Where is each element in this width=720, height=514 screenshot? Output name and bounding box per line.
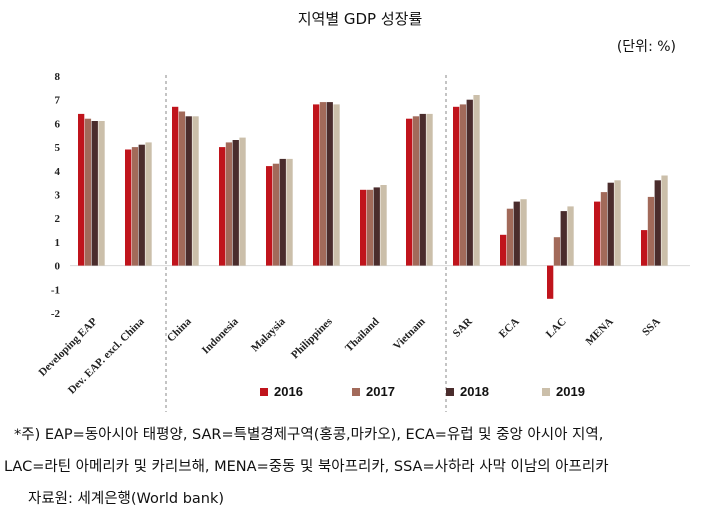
source-note: 자료원: 세계은행(World bank) [28,491,225,507]
bar-2018-eca [513,201,520,266]
y-tick-label: 4 [55,166,61,178]
bar-2016-eca [500,234,507,266]
bar-2018-china [185,116,192,266]
bar-2016-thailand [360,189,367,266]
y-tick-label: 8 [55,71,61,83]
legend-label: 2018 [460,384,489,399]
legend-swatch [542,387,550,396]
bar-2018-vietnam [419,113,426,266]
bar-2018-thailand [373,187,380,266]
legend-item-2019: 2019 [542,384,585,399]
bar-2018-lac [560,211,567,266]
x-tick-label: LAC [544,316,569,341]
x-tick-label: MENA [583,316,615,348]
bar-2016-philippines [313,104,320,266]
legend-label: 2016 [274,384,303,399]
bar-2019-sar [473,95,480,266]
chart-title: 지역별 GDP 성장률 [297,10,423,28]
legend-item-2017: 2017 [352,384,395,399]
y-tick-label: 7 [55,95,61,107]
x-tick-label: SSA [640,316,663,339]
bar-2017-sar [459,104,467,266]
bar-2018-indonesia [232,140,239,266]
bar-2016-china [172,106,179,266]
legend-swatch [446,387,454,396]
y-tick-label: -2 [51,308,61,320]
bar-2016-lac [547,265,554,299]
footnote-line-1: *주) EAP=동아시아 태평양, SAR=특별경제구역(홍콩,마카오), EC… [14,427,604,443]
bar-2016-mena [594,201,601,266]
bar-2019-eca [520,199,527,266]
bar-2018-ssa [654,180,661,266]
bar-2016-sar [453,106,460,266]
bar-2017-malaysia [272,163,280,266]
bar-2018-dev-eap-excl-china [138,144,145,266]
bar-2016-developing-eap [78,113,85,266]
legend-swatch [260,387,268,396]
bar-2018-malaysia [279,158,286,266]
y-tick-label: 3 [55,190,61,202]
x-tick-label: SAR [451,315,476,340]
bar-2017-indonesia [225,142,233,266]
y-tick-label: 0 [55,261,61,273]
bar-2019-lac [567,206,574,266]
bar-2016-vietnam [406,118,413,266]
bar-2018-mena [607,182,614,266]
legend-label: 2017 [366,384,395,399]
x-tick-label: Indonesia [200,315,241,356]
bar-2018-philippines [326,102,333,266]
bar-2017-ssa [647,196,655,266]
bar-2018-sar [466,99,473,266]
bar-2019-malaysia [286,158,293,266]
bar-2019-dev-eap-excl-china [145,142,152,266]
y-tick-label: 5 [55,142,61,154]
bar-2019-ssa [661,175,668,266]
bar-2016-ssa [641,230,648,266]
bar-2019-vietnam [426,113,433,266]
bar-2019-china [192,116,199,266]
bar-2017-thailand [366,189,374,266]
bar-2017-dev-eap-excl-china [131,147,139,266]
x-tick-label: Philippines [289,315,335,361]
bar-2019-mena [614,180,621,266]
chart-legend: 2016 2017 2018 2019 [260,384,700,402]
legend-label: 2019 [556,384,585,399]
x-tick-label: Malaysia [249,315,288,354]
bar-2017-eca [506,208,514,266]
y-tick-label: 6 [55,118,61,130]
bar-2017-mena [600,192,608,266]
y-tick-label: -1 [51,284,60,296]
bar-2017-developing-eap [84,118,92,266]
x-tick-label: Thailand [343,316,382,355]
bar-2018-developing-eap [91,121,98,266]
x-tick-label: ECA [497,316,522,341]
bar-2017-vietnam [412,116,420,266]
y-tick-label: 1 [55,237,61,249]
legend-item-2018: 2018 [446,384,489,399]
legend-swatch [352,387,360,396]
x-tick-label: China [165,315,194,344]
legend-item-2016: 2016 [260,384,303,399]
bar-2017-philippines [319,102,327,266]
bar-2017-lac [553,237,561,266]
bar-2019-thailand [380,185,387,266]
unit-label: (단위: %) [616,39,676,55]
footnote-line-2: LAC=라틴 아메리카 및 카리브해, MENA=중동 및 북아프리카, SSA… [4,459,609,475]
bar-2017-china [178,111,186,266]
bar-2016-malaysia [266,166,273,266]
y-tick-label: 2 [55,213,61,225]
bar-2016-indonesia [219,147,226,266]
x-tick-label: Vietnam [391,316,428,353]
bar-2019-indonesia [239,137,246,266]
bar-2019-developing-eap [98,121,105,266]
bar-2016-dev-eap-excl-china [125,149,132,266]
bar-2019-philippines [333,104,340,266]
